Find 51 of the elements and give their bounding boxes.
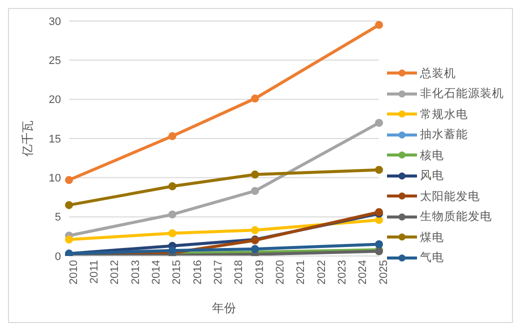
point bbox=[375, 118, 383, 127]
x-tick-label: 2013 bbox=[130, 260, 142, 284]
point bbox=[251, 170, 259, 179]
x-tick-label: 2021 bbox=[295, 260, 308, 284]
x-tick-label: 2012 bbox=[109, 260, 122, 284]
x-tick-label: 2022 bbox=[316, 260, 328, 284]
x-axis-title: 年份 bbox=[212, 301, 236, 315]
legend-label: 煤电 bbox=[420, 230, 444, 245]
x-tick-label: 2024 bbox=[357, 260, 370, 284]
legend-label: 总装机 bbox=[420, 66, 456, 81]
legend-label: 抽水蓄能 bbox=[420, 128, 468, 142]
point bbox=[65, 201, 73, 210]
x-tick-label: 2011 bbox=[88, 260, 100, 284]
x-tick-label: 2020 bbox=[274, 260, 286, 284]
y-tick-label: 30 bbox=[48, 16, 61, 28]
point bbox=[251, 94, 259, 103]
point bbox=[251, 244, 259, 253]
y-tick-label: 0 bbox=[54, 250, 61, 263]
point bbox=[251, 226, 259, 234]
y-tick-label: 15 bbox=[48, 133, 61, 146]
legend-label: 太阳能发电 bbox=[420, 190, 480, 204]
point bbox=[168, 182, 176, 190]
y-axis-title: 亿千瓦 bbox=[20, 120, 34, 158]
legend-label: 风电 bbox=[420, 168, 444, 184]
point bbox=[375, 240, 383, 248]
x-tick-label: 2015 bbox=[171, 260, 184, 284]
legend-label: 气电 bbox=[420, 250, 444, 266]
x-tick-label: 2019 bbox=[254, 260, 266, 284]
x-tick-label: 2010 bbox=[68, 260, 80, 284]
point bbox=[375, 166, 383, 174]
legend-label: 核电 bbox=[420, 148, 444, 163]
x-tick-label: 2025 bbox=[378, 260, 390, 284]
legend-label: 常规水电 bbox=[420, 108, 468, 122]
x-tick-label: 2014 bbox=[150, 260, 162, 284]
x-tick-label: 2017 bbox=[212, 260, 224, 284]
point bbox=[168, 229, 176, 238]
x-tick-label: 2018 bbox=[233, 260, 246, 284]
x-tick-label: 2023 bbox=[336, 260, 348, 284]
point bbox=[65, 176, 73, 184]
y-tick-label: 10 bbox=[48, 172, 61, 185]
point bbox=[168, 210, 176, 218]
point bbox=[65, 236, 73, 244]
legend-label: 生物质能发电 bbox=[420, 210, 492, 224]
y-tick-label: 25 bbox=[48, 55, 61, 68]
x-tick-label: 2016 bbox=[192, 260, 204, 284]
y-tick-label: 20 bbox=[48, 94, 61, 106]
point bbox=[375, 21, 383, 29]
point bbox=[251, 186, 259, 195]
point bbox=[168, 132, 176, 140]
legend-label: 非化石能源装机 bbox=[420, 86, 504, 102]
y-tick-label: 5 bbox=[54, 212, 61, 224]
